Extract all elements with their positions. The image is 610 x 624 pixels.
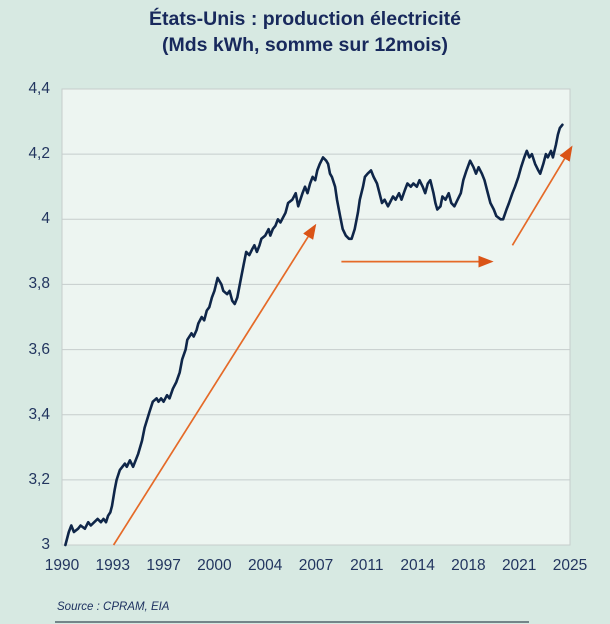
trend-rise-2020-2025 xyxy=(511,145,573,246)
x-axis-label: 1993 xyxy=(95,557,131,574)
y-axis-label: 3,8 xyxy=(28,275,50,293)
x-axis-label: 2004 xyxy=(247,557,283,574)
x-axis-label: 2000 xyxy=(197,557,232,574)
production-line xyxy=(64,123,564,547)
x-axis-label: 2018 xyxy=(451,557,486,574)
y-axis-label: 4,4 xyxy=(28,80,50,97)
chart-title-line2: (Mds kWh, somme sur 12mois) xyxy=(161,34,449,56)
x-axis-label: 2025 xyxy=(552,557,588,574)
y-axis-label: 3 xyxy=(41,536,50,553)
x-axis-label: 1997 xyxy=(146,557,181,574)
y-axis-label: 3,2 xyxy=(28,470,50,488)
x-axis-label: 1990 xyxy=(44,557,80,574)
y-axis-label: 3,4 xyxy=(28,405,50,423)
plot-area xyxy=(62,89,570,545)
y-axis-label: 3,6 xyxy=(28,340,50,358)
x-axis-label: 2014 xyxy=(400,557,435,574)
y-axis-label: 4 xyxy=(41,210,50,228)
trend-rise-1993-2007 xyxy=(112,223,317,546)
chart-title: États-Unis : production électricité (Mds… xyxy=(0,6,610,58)
x-axis-label: 2021 xyxy=(501,557,537,574)
source-note: Source : CPRAM, EIA xyxy=(57,601,170,613)
y-axis-label: 4,2 xyxy=(28,145,50,163)
window-edge-artifact xyxy=(55,621,529,623)
x-axis-label: 2011 xyxy=(350,557,384,574)
plot-border xyxy=(61,88,571,546)
chart-title-line1: États-Unis : production électricité xyxy=(148,8,462,30)
x-axis-label: 2007 xyxy=(298,557,334,574)
